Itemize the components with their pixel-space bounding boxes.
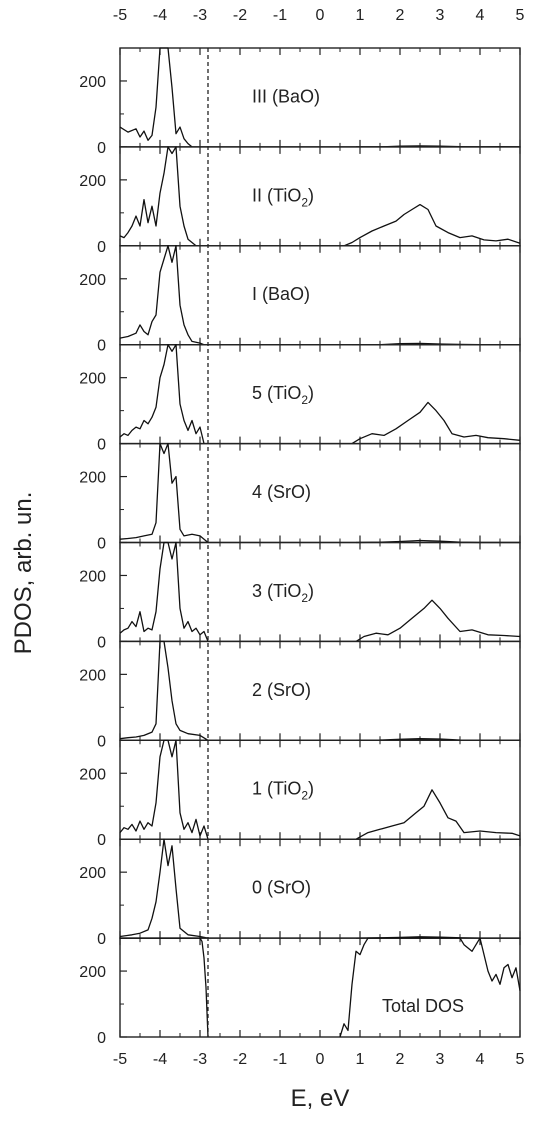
- panel-frame: [119, 146, 521, 247]
- valence-band-curve: [120, 937, 209, 1038]
- panel-frame: [119, 640, 521, 742]
- y-tick-label: 0: [97, 338, 106, 355]
- y-tick-label: 0: [97, 634, 106, 651]
- conduction-band-curve: [355, 789, 521, 840]
- panel-label: III (BaO): [252, 86, 320, 106]
- panel-label: II (TiO2): [252, 185, 314, 209]
- panels-group: 0 200 III (BaO) 0 200 II (TiO2) 0 200 I (BaO) 0 20…: [79, 47, 521, 1047]
- y-tick-label: 200: [79, 766, 106, 783]
- x-axis-title: E, eV: [291, 1085, 350, 1112]
- y-tick-label: 200: [79, 865, 106, 882]
- top-x-tick-label: 2: [396, 7, 405, 24]
- top-x-tick-label: -4: [153, 7, 167, 24]
- y-tick-label: 200: [79, 74, 106, 91]
- valence-band-curve: [119, 146, 197, 247]
- panel: 0 200 I (BaO): [79, 245, 521, 355]
- y-tick-label: 200: [79, 568, 106, 585]
- bottom-x-tick-label: -2: [233, 1051, 247, 1068]
- panel-label: 2 (SrO): [252, 680, 311, 700]
- bottom-x-tick-label: -5: [113, 1051, 127, 1068]
- panel-label: 0 (SrO): [252, 878, 311, 898]
- y-tick-label: 200: [79, 371, 106, 388]
- panel: 0 200 2 (SrO): [79, 640, 521, 750]
- panel: 0 200 Total DOS: [79, 937, 521, 1047]
- bottom-x-tick-label: -1: [273, 1051, 287, 1068]
- top-x-tick-label: 4: [476, 7, 485, 24]
- top-x-tick-label: -2: [233, 7, 247, 24]
- valence-band-curve: [119, 47, 193, 148]
- y-tick-label: 200: [79, 964, 106, 981]
- bottom-x-tick-label: 0: [316, 1051, 325, 1068]
- conduction-band-curve: [351, 401, 521, 445]
- y-tick-label: 0: [97, 733, 106, 750]
- top-x-tick-label: -3: [193, 7, 207, 24]
- bottom-x-axis: -5 -4 -3 -2 -1 0 1 2 3 4 5: [113, 1051, 525, 1068]
- valence-band-curve: [119, 442, 209, 544]
- panel-label: 4 (SrO): [252, 482, 311, 502]
- y-tick-label: 200: [79, 667, 106, 684]
- y-tick-label: 0: [97, 536, 106, 553]
- top-x-tick-label: 5: [516, 7, 525, 24]
- y-tick-label: 0: [97, 931, 106, 948]
- y-tick-label: 0: [97, 1030, 106, 1047]
- bottom-x-tick-label: -3: [193, 1051, 207, 1068]
- panel: 0 200 5 (TiO2): [79, 344, 521, 454]
- valence-band-curve: [119, 640, 209, 741]
- valence-band-curve: [119, 245, 205, 346]
- valence-band-curve: [119, 344, 205, 444]
- panel: 0 200 3 (TiO2): [79, 541, 521, 651]
- top-x-axis: -5 -4 -3 -2 -1 0 1 2 3 4 5: [113, 7, 525, 24]
- y-tick-label: 0: [97, 239, 106, 256]
- panel: 0 200 1 (TiO2): [79, 739, 521, 849]
- top-x-tick-label: 3: [436, 7, 445, 24]
- panel-label: 1 (TiO2): [252, 779, 314, 803]
- top-x-tick-label: -1: [273, 7, 287, 24]
- panel: 0 200 III (BaO): [79, 47, 521, 157]
- bottom-x-tick-label: 2: [396, 1051, 405, 1068]
- bottom-x-tick-label: 4: [476, 1051, 485, 1068]
- y-tick-label: 200: [79, 470, 106, 487]
- panel: 0 200 4 (SrO): [79, 442, 521, 553]
- panel-label: 3 (TiO2): [252, 581, 314, 605]
- y-tick-label: 0: [97, 832, 106, 849]
- y-tick-label: 200: [79, 272, 106, 289]
- panel-frame: [119, 937, 521, 1038]
- panel-frame: [119, 245, 521, 346]
- panel-label: I (BaO): [252, 284, 310, 304]
- bottom-x-tick-label: -4: [153, 1051, 167, 1068]
- conduction-band-curve: [343, 203, 521, 247]
- valence-band-curve: [119, 541, 209, 642]
- valence-band-curve: [119, 739, 209, 840]
- y-tick-label: 0: [97, 140, 106, 157]
- panel-label: Total DOS: [382, 996, 464, 1016]
- panel-frame: [119, 739, 521, 840]
- panel: 0 200 0 (SrO): [79, 838, 521, 948]
- y-tick-label: 0: [97, 437, 106, 454]
- bottom-x-tick-label: 5: [516, 1051, 525, 1068]
- panel-frame: [119, 344, 521, 445]
- conduction-band-curve: [339, 937, 521, 1038]
- bottom-x-tick-label: 1: [356, 1051, 365, 1068]
- conduction-band-curve: [355, 599, 521, 642]
- panel-frame: [119, 541, 521, 643]
- top-x-tick-label: 1: [356, 7, 365, 24]
- top-x-tick-label: -5: [113, 7, 127, 24]
- y-axis-title: PDOS, arb. un.: [10, 492, 37, 655]
- panel-label: 5 (TiO2): [252, 383, 314, 407]
- y-tick-label: 200: [79, 173, 106, 190]
- bottom-x-tick-label: 3: [436, 1051, 445, 1068]
- panel: 0 200 II (TiO2): [79, 146, 521, 256]
- top-x-tick-label: 0: [316, 7, 325, 24]
- valence-band-curve: [119, 838, 209, 939]
